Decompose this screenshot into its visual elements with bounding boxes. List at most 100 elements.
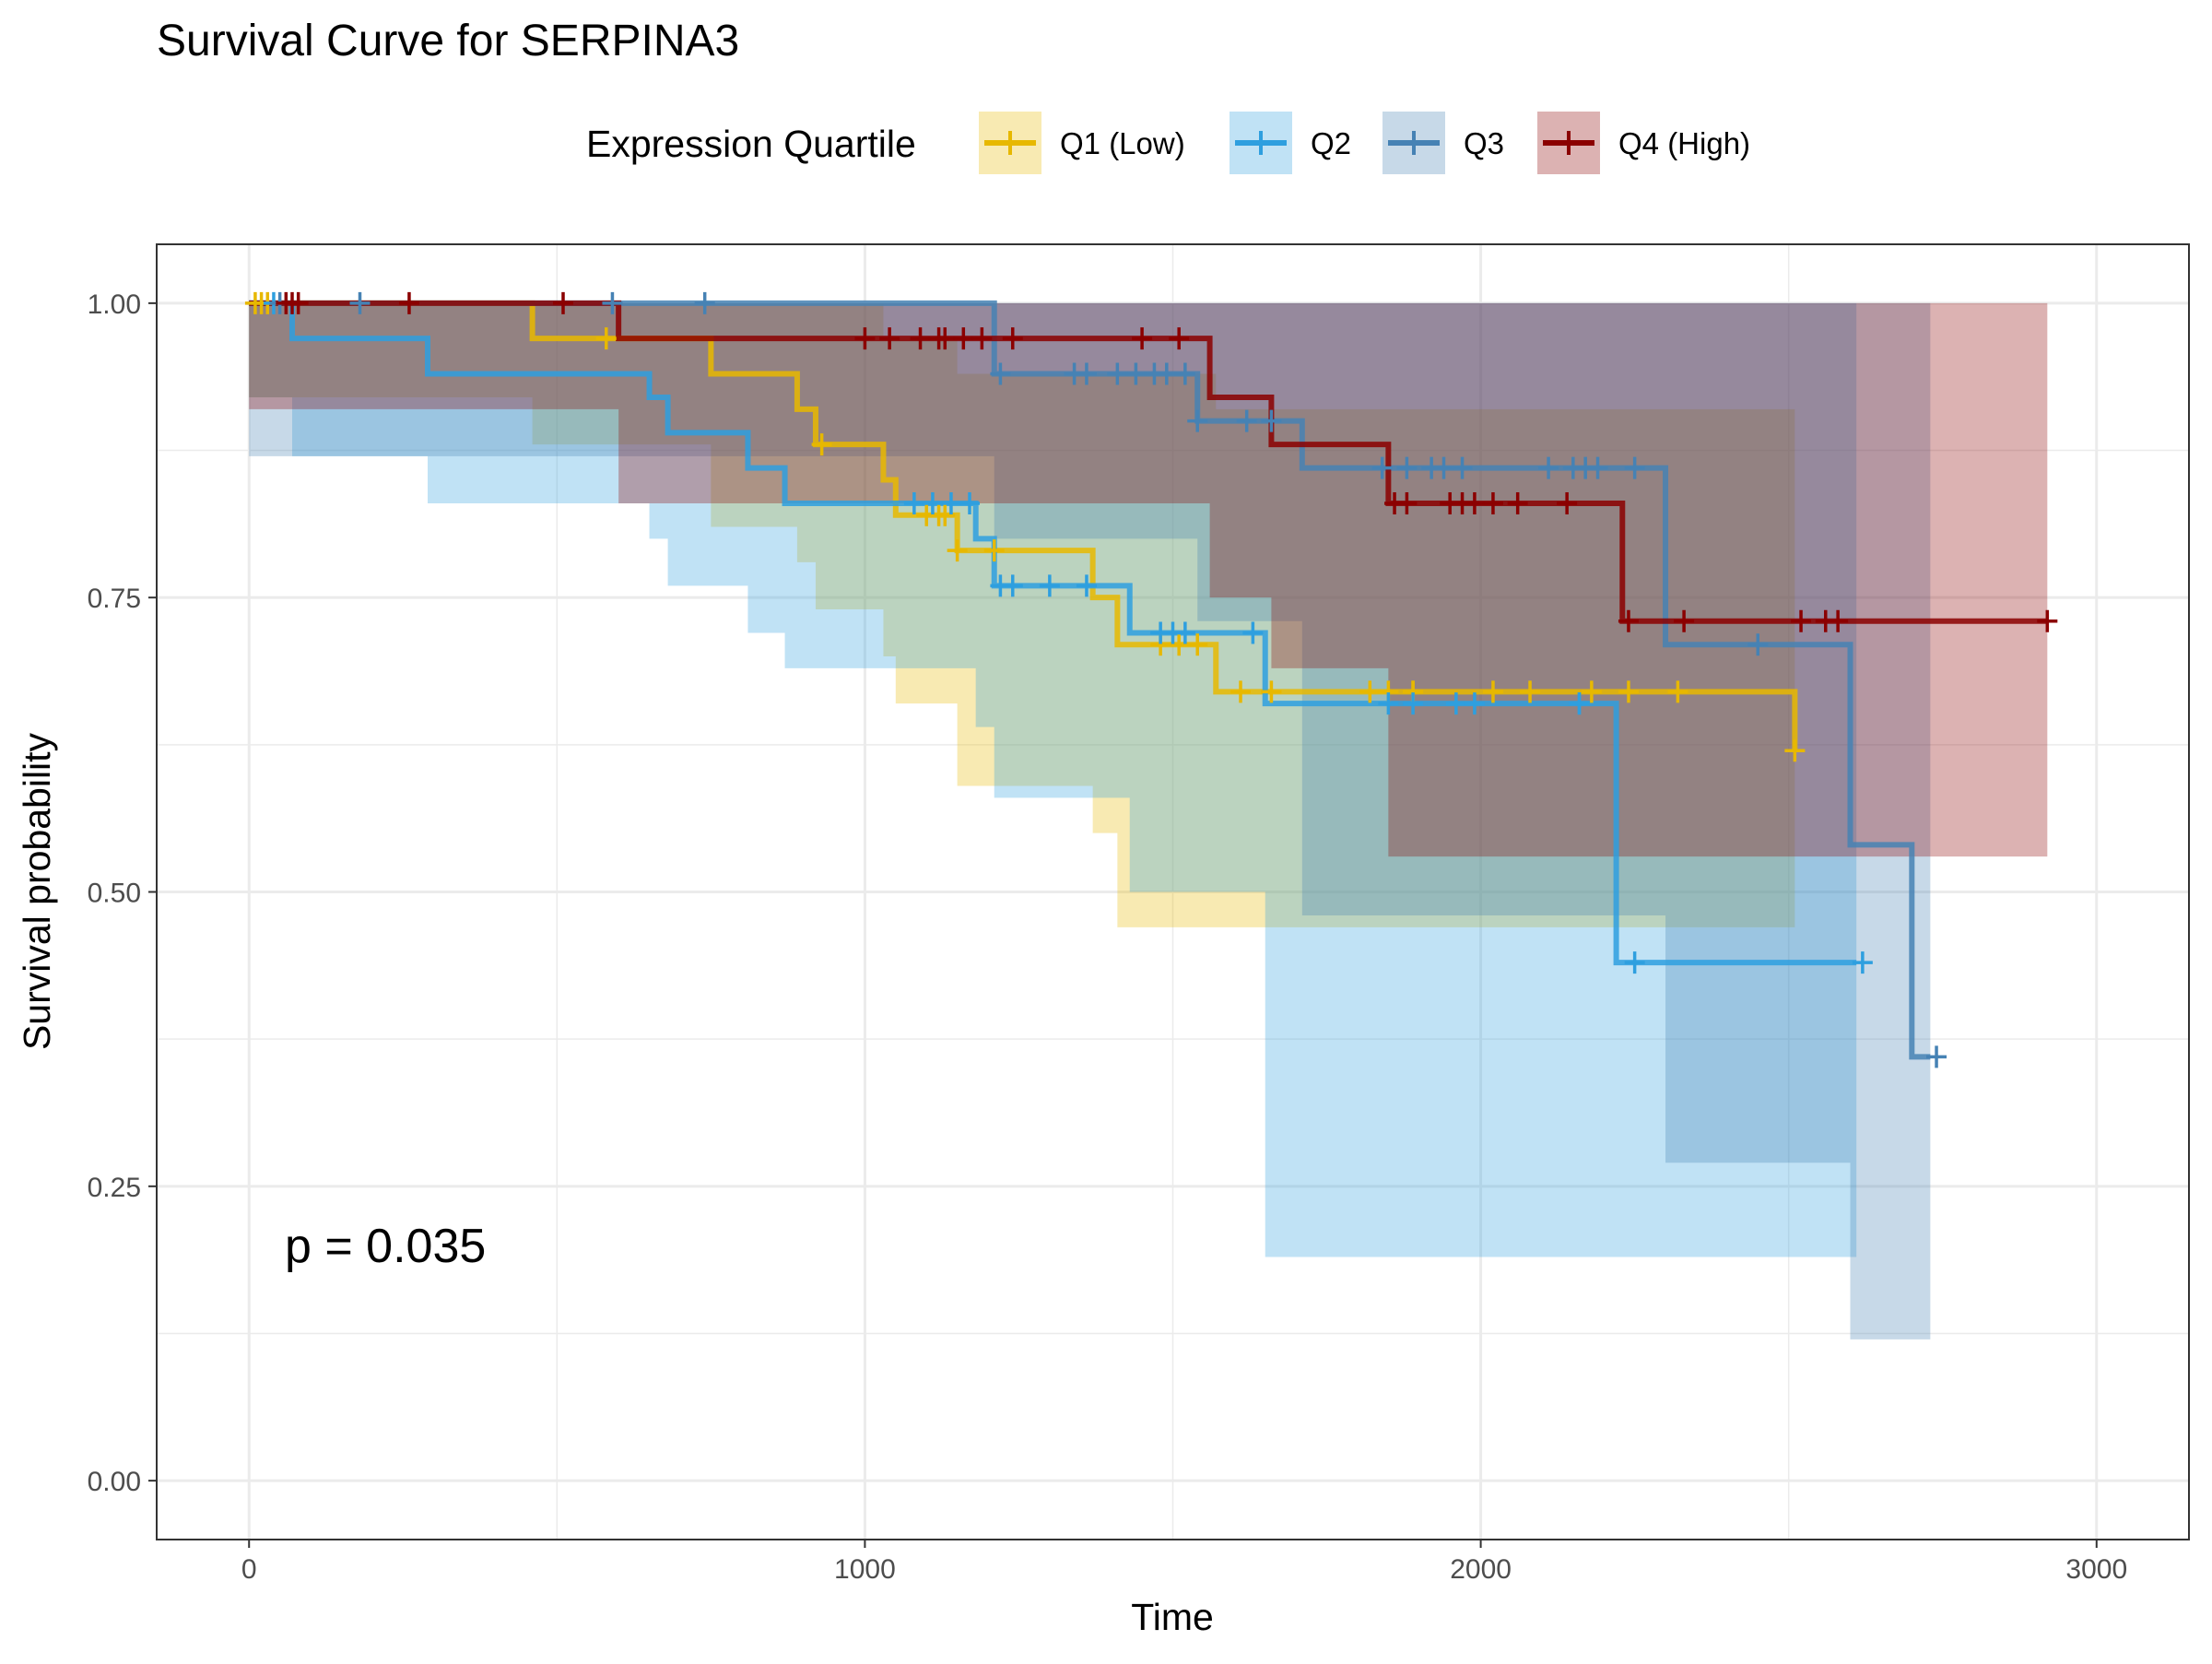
censor-mark: [1747, 633, 1769, 656]
censor-mark: [983, 539, 1005, 562]
chart-title: Survival Curve for SERPINA3: [157, 17, 739, 65]
censor-mark: [1076, 362, 1097, 385]
censor-mark: [1261, 680, 1282, 703]
censor-mark: [1169, 633, 1190, 656]
p-value-annotation: p = 0.035: [285, 1220, 486, 1273]
y-axis: 0.00 0.25 0.50 0.75 1.00: [88, 289, 157, 1497]
legend-label: Q1 (Low): [1060, 126, 1185, 160]
censor-mark: [922, 492, 943, 514]
censor-mark: [1039, 574, 1060, 597]
legend-key-cross: [1559, 131, 1579, 155]
censor-mark: [1403, 692, 1424, 715]
censor-mark: [854, 327, 876, 350]
legend-key-cross: [1000, 131, 1020, 155]
censor-mark: [947, 539, 968, 562]
censor-mark: [959, 492, 980, 514]
censor-mark: [1624, 951, 1645, 974]
censor-mark: [1452, 456, 1473, 479]
censor-mark: [1482, 492, 1503, 514]
confidence-band: [249, 302, 2048, 857]
censor-mark: [1242, 621, 1264, 644]
y-axis-title: Survival probability: [16, 732, 58, 1050]
legend-key-cross: [1251, 131, 1271, 155]
x-tick-label: 2000: [1450, 1554, 1512, 1585]
censor-mark: [1174, 362, 1195, 385]
censor-mark: [1618, 680, 1639, 703]
censor-mark: [288, 291, 309, 314]
censor-marks: [244, 291, 2058, 1068]
censor-mark: [1520, 680, 1541, 703]
censor-mark: [1396, 456, 1418, 479]
censor-mark: [1667, 680, 1688, 703]
legend-label: Q4 (High): [1618, 126, 1750, 160]
censor-mark: [1396, 492, 1418, 514]
y-tick-label: 0.75: [88, 584, 141, 614]
censor-mark: [1378, 692, 1399, 715]
censor-mark: [398, 291, 419, 314]
legend-label: Q2: [1311, 126, 1351, 160]
censor-mark: [1624, 456, 1645, 479]
legend-keys: Q1 (Low) Q2 Q3 Q4 (High): [979, 112, 1750, 174]
censor-mark: [1156, 362, 1177, 385]
censor-mark: [1433, 456, 1454, 479]
grid: [157, 244, 2189, 1540]
censor-mark: [879, 327, 900, 350]
censor-mark: [1230, 680, 1251, 703]
y-tick-label: 1.00: [88, 289, 141, 320]
censor-mark: [1464, 492, 1485, 514]
censor-mark: [1482, 680, 1503, 703]
censor-mark: [1187, 633, 1208, 656]
x-axis-title: Time: [1131, 1596, 1214, 1638]
legend: Expression Quartile Q1 (Low) Q2 Q3 Q4 (High…: [586, 112, 1750, 174]
y-tick-label: 0.50: [88, 879, 141, 909]
censor-mark: [1169, 327, 1190, 350]
x-tick-label: 1000: [834, 1554, 896, 1585]
censor-mark: [1464, 692, 1485, 715]
censor-mark: [1002, 327, 1023, 350]
censor-mark: [1784, 739, 1806, 762]
censor-mark: [990, 362, 1011, 385]
x-axis: 0 1000 2000 3000: [241, 1540, 2127, 1585]
censor-mark: [602, 291, 623, 314]
x-tick-label: 3000: [2065, 1554, 2127, 1585]
legend-key-cross: [1404, 131, 1424, 155]
survival-curve: [249, 300, 1798, 751]
censor-mark: [1187, 409, 1208, 432]
survival-curve: [249, 300, 1931, 1060]
censor-mark: [1359, 680, 1381, 703]
censor-mark: [1852, 951, 1873, 974]
censor-mark: [953, 327, 974, 350]
legend-title: Expression Quartile: [586, 123, 916, 165]
censor-mark: [1002, 574, 1023, 597]
censor-mark: [971, 327, 993, 350]
censor-mark: [1445, 692, 1466, 715]
censor-mark: [1581, 680, 1602, 703]
censor-mark: [1587, 456, 1608, 479]
censor-mark: [940, 492, 961, 514]
y-tick-label: 0.25: [88, 1173, 141, 1203]
censor-mark: [1076, 574, 1097, 597]
survival-curve: [249, 300, 1857, 966]
censor-mark: [1125, 362, 1147, 385]
censor-mark: [1261, 409, 1282, 432]
confidence-band: [249, 302, 1857, 1257]
censor-mark: [1557, 492, 1578, 514]
censor-mark: [1791, 609, 1812, 632]
censor-mark: [349, 291, 371, 314]
censor-mark: [1371, 456, 1393, 479]
x-tick-label: 0: [241, 1554, 257, 1585]
censor-mark: [1828, 609, 1849, 632]
censor-mark: [935, 327, 956, 350]
censor-mark: [1507, 492, 1528, 514]
censor-mark: [1926, 1045, 1947, 1068]
censor-mark: [1674, 609, 1695, 632]
censor-mark: [595, 327, 617, 350]
y-tick-label: 0.00: [88, 1467, 141, 1497]
censor-mark: [935, 503, 956, 526]
censor-mark: [1236, 409, 1257, 432]
censor-mark: [1538, 456, 1559, 479]
censor-mark: [2037, 609, 2058, 632]
censor-mark: [553, 291, 573, 314]
